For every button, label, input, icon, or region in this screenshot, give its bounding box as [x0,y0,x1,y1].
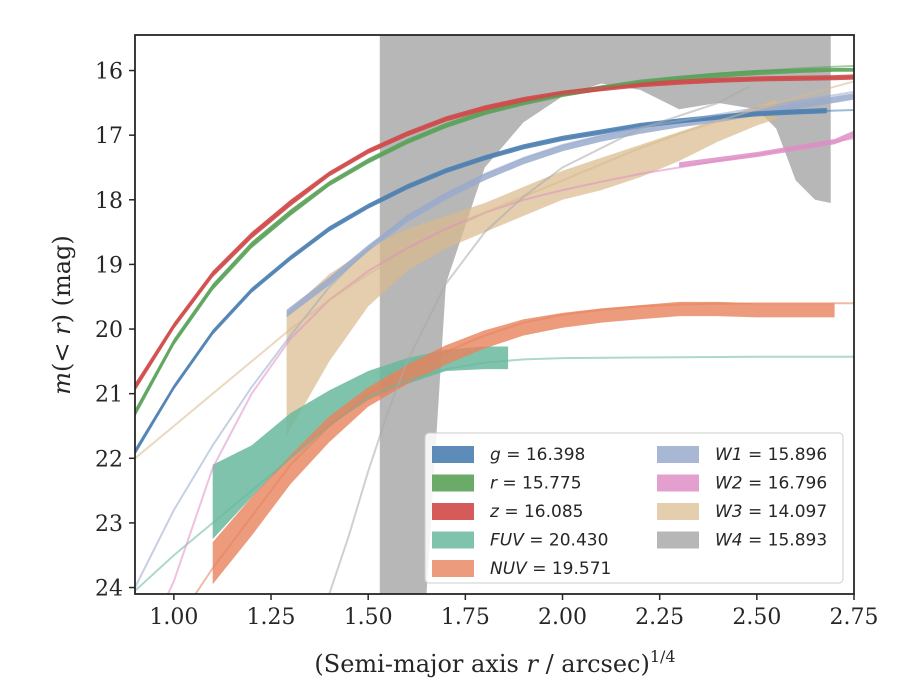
legend-swatch-w1 [657,446,699,463]
x-tick-label: 1.75 [441,605,490,630]
x-tick-label: 1.25 [247,605,296,630]
legend-label-g: g = 16.398 [490,445,585,465]
model-curve-w1 [135,90,854,588]
x-tick-label: 2.50 [732,605,781,630]
model-curve-w3 [135,80,854,460]
y-tick-label: 19 [95,253,123,278]
legend-swatch-nuv [432,560,474,577]
model-curve-fuv [135,355,854,592]
y-tick-label: 18 [95,189,123,214]
model-curve-z [135,76,854,388]
plot-frame [134,34,855,595]
model-curve-nuv [194,302,854,594]
legend-label-w3: W3 = 14.097 [715,502,827,522]
model-curves [135,65,854,594]
legend-label-w1: W1 = 15.896 [715,445,827,465]
y-tick-label: 22 [95,447,123,472]
x-axis-label: (Semi-major axis r / arcsec)1/4 [314,647,675,678]
legend-label-w4: W4 = 15.893 [715,531,827,551]
band-w2 [679,130,854,168]
x-tick-label: 2.25 [635,605,684,630]
model-curve-w4 [328,85,750,594]
legend-label-w2: W2 = 16.796 [715,474,827,494]
x-tick-label: 1.00 [149,605,198,630]
legend-swatch-fuv [432,531,474,549]
y-axis-ticks: 16 17 18 19 20 21 22 23 24 [95,60,135,602]
legend-label-fuv: FUV = 20.430 [490,531,608,551]
legend-swatch-w2 [657,474,699,492]
model-curve-w2 [166,137,854,594]
legend-swatch-z [432,503,474,520]
y-tick-label: 16 [95,60,123,85]
y-tick-label: 24 [95,577,123,602]
legend-swatch-r [432,474,474,492]
x-axis-ticks: 1.00 1.25 1.50 1.75 2.00 2.25 2.50 2.75 [149,594,878,630]
legend-swatch-w3 [657,503,699,520]
x-tick-label: 1.50 [344,605,393,630]
x-tick-label: 2.00 [538,605,587,630]
legend-label-nuv: NUV = 19.571 [490,559,611,579]
legend-label-r: r = 15.775 [490,474,582,494]
band-w3 [286,99,777,436]
y-tick-label: 17 [95,124,123,149]
y-tick-label: 23 [95,512,123,537]
y-tick-label: 20 [95,318,123,343]
legend: g = 16.398 r = 15.775 z = 16.085 FUV = 20.4… [424,432,844,584]
model-curve-g [135,109,854,453]
band-fuv [212,346,509,540]
legend-label-z: z = 16.085 [489,502,583,522]
y-axis-label: m(< r) (mag) [48,235,76,395]
x-tick-label: 2.75 [830,605,879,630]
legend-box [424,432,844,584]
legend-swatch-g [432,446,474,463]
y-tick-label: 21 [95,383,123,408]
model-curve-r [135,65,854,414]
legend-swatch-w4 [657,531,699,549]
